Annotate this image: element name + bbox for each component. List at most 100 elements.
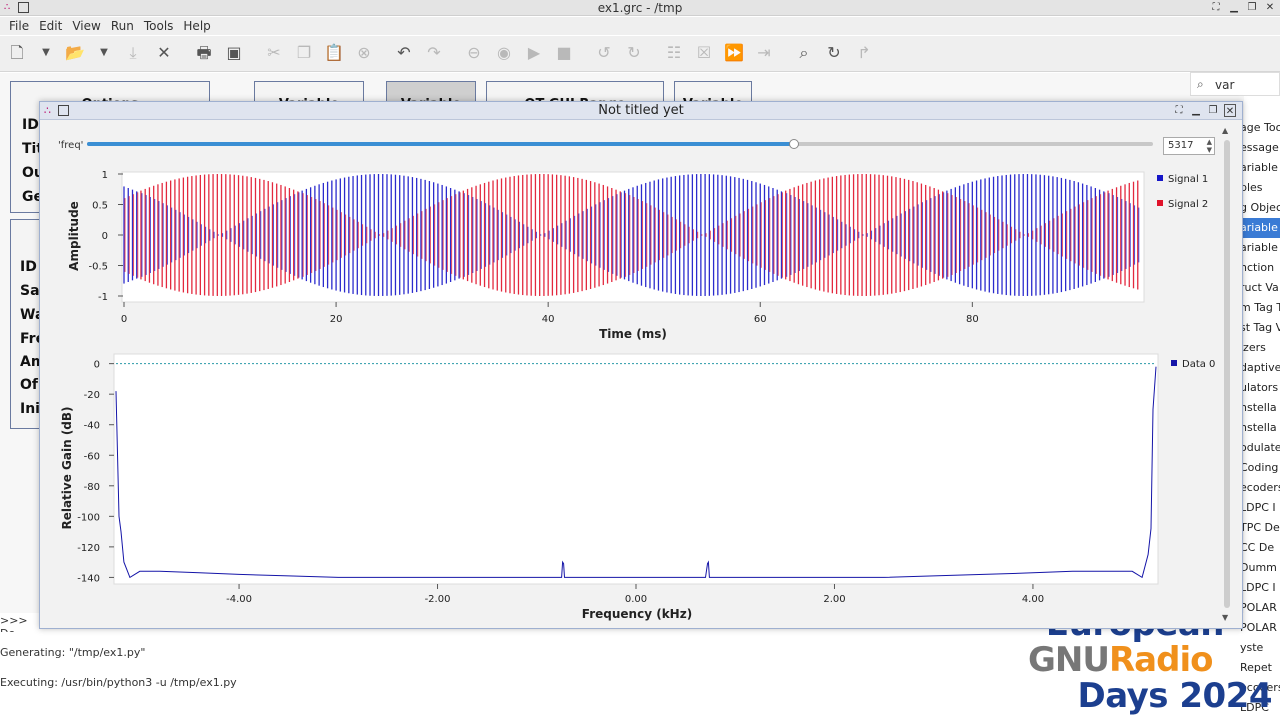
maximize-icon[interactable]: ❐ [1247,2,1257,13]
save-icon[interactable]: ⤓ [129,43,137,62]
block-list-item[interactable]: LDPC I [1240,501,1276,514]
search-value: var [1215,78,1235,92]
block-list-item[interactable]: daptive [1240,361,1280,374]
console-line: Executing: /usr/bin/python3 -u /tmp/ex1.… [0,676,237,689]
block-list-item[interactable]: nction [1240,261,1275,274]
freq-sink-plot[interactable]: 0 -20 -40 -60 -80 -100 -120 -140 -4.00 -2.00 0.00 2… [40,352,1220,622]
menu-help[interactable]: Help [183,19,211,33]
menu-edit[interactable]: Edit [39,19,63,33]
freq-spinbox[interactable]: 5317 ▲ ▼ [1163,137,1215,155]
screenshot-icon[interactable]: ▣ [226,43,242,62]
open-hier-icon[interactable]: ☒ [696,43,712,62]
logo-gnu: GNU [1028,640,1110,680]
block-list-item[interactable]: Coding [1240,461,1279,474]
menu-bar: File Edit View Run Tools Help [0,17,1280,35]
console-prompt[interactable]: >>> Do [0,614,40,640]
close-icon[interactable]: ✕ [157,43,171,62]
minimize-icon[interactable]: ▁ [1192,105,1200,116]
rotate-ccw-icon[interactable]: ↺ [597,43,611,62]
x-tick-label: -4.00 [226,594,252,605]
disable-icon[interactable]: ⊖ [467,43,481,62]
block-list-item[interactable]: ecoders [1240,681,1280,694]
cut-icon[interactable]: ✂ [267,43,281,62]
paste-icon[interactable]: 📋 [324,43,344,62]
block-list-item[interactable]: m Tag T [1240,301,1280,314]
block-list-item[interactable]: odulate [1240,441,1280,454]
fullscreen-icon[interactable]: ⛶ [1175,105,1183,116]
block-list-item[interactable]: LDPC I [1240,581,1276,594]
rotate-cw-icon[interactable]: ↻ [627,43,641,62]
block-list-item[interactable]: st Tag V [1240,321,1280,334]
block-list-item[interactable]: ariable C [1240,241,1280,254]
undo-icon[interactable]: ↶ [397,43,411,62]
find-icon[interactable]: ⌕ [799,43,809,62]
close-window-icon[interactable]: ✕ [1265,2,1275,13]
maximize-icon[interactable]: ❐ [1208,105,1218,116]
block-list-item[interactable]: ariable [1240,218,1280,238]
print-icon[interactable]: 🖶 [196,43,212,62]
back-icon[interactable]: ⇥ [757,43,771,62]
restore-icon[interactable] [58,105,69,116]
errors-icon[interactable]: ↱ [857,43,871,62]
scroll-down-icon[interactable]: ▼ [1222,613,1229,622]
block-list-item[interactable]: ulators [1240,381,1279,394]
block-list-item[interactable]: bles [1240,181,1263,194]
open-icon[interactable]: 📂 [65,43,85,62]
reload-icon[interactable]: ↻ [827,43,841,62]
bypass-icon[interactable]: ◉ [497,43,511,62]
y-tick-label: 1 [102,170,108,181]
scroll-thumb[interactable] [1224,140,1230,608]
block-list-item[interactable]: TPC De [1240,521,1280,534]
block-list-item[interactable]: Repet [1240,661,1272,674]
fullscreen-icon[interactable]: ⛶ [1212,2,1220,13]
slider-handle[interactable] [788,139,799,149]
block-list-item[interactable]: nstella [1240,421,1277,434]
dropdown-icon[interactable]: ▼ [100,47,108,58]
block-list-item[interactable]: age Too [1240,121,1280,134]
copy-icon[interactable]: ❐ [296,43,312,62]
vertical-scrollbar[interactable]: ▲ ▼ [1222,126,1232,622]
toolbar: 🗋 ▼ 📂 ▼ ⤓ ✕ 🖶 ▣ ✂ ❐ 📋 ⊗ ↶ ↷ ⊖ ◉ ▶ ■ ↺ ↻ … [0,36,1280,72]
block-list-item[interactable]: POLAR [1240,621,1277,634]
block-list-item[interactable]: ariable t [1240,161,1280,174]
block-list-item[interactable]: essage [1240,141,1279,154]
spin-arrows-icon[interactable]: ▲ ▼ [1206,138,1212,154]
block-list-item[interactable]: g Objec [1240,201,1280,214]
block-list-item[interactable]: POLAR [1240,601,1277,614]
signal-source-block[interactable] [10,219,42,429]
legend-label: Signal 2 [1168,199,1208,210]
menu-run[interactable]: Run [110,19,134,33]
redo-icon[interactable]: ↷ [427,43,441,62]
menu-view[interactable]: View [72,19,101,33]
run-icon[interactable]: ▶ [527,43,541,62]
block-param-label: Wa [20,307,45,323]
dropdown-icon[interactable]: ▼ [42,47,50,58]
menu-file[interactable]: File [9,19,30,33]
stop-icon[interactable]: ■ [556,43,572,62]
block-search-input[interactable]: ⌕ var [1190,72,1280,96]
block-list-item[interactable]: ruct Va [1240,281,1279,294]
block-list-item[interactable]: Dumm [1240,561,1277,574]
scroll-up-icon[interactable]: ▲ [1222,126,1229,135]
time-sink-plot[interactable]: 1 0.5 0 -0.5 -1 0 20 40 60 80 Time (ms) Amplitude S… [40,160,1220,380]
freq-slider[interactable] [87,139,1153,150]
block-list-item[interactable]: LDPC [1240,701,1269,714]
restore-icon[interactable] [18,2,29,13]
forward-icon[interactable]: ⏩ [724,43,744,62]
qt-title-bar[interactable]: ∴ Not titled yet ⛶ ▁ ❐ ✕ [40,102,1242,120]
qt-gui-window[interactable]: ∴ Not titled yet ⛶ ▁ ❐ ✕ 'freq' 5317 ▲ ▼ … [39,101,1243,629]
x-tick-label: 60 [754,314,767,325]
y-tick-label: -140 [77,573,100,584]
block-list-item[interactable]: yste [1240,641,1264,654]
plot-canvas [113,353,1159,585]
block-list-item[interactable]: ecoders [1240,481,1280,494]
delete-icon[interactable]: ⊗ [357,43,371,62]
menu-tools[interactable]: Tools [143,19,174,33]
block-list-item[interactable]: CC De [1240,541,1275,554]
block-list-item[interactable]: izers [1240,341,1266,354]
minimize-icon[interactable]: ▁ [1230,2,1238,13]
close-window-icon[interactable]: ✕ [1224,104,1236,117]
block-list-item[interactable]: nstella [1240,401,1277,414]
create-hier-icon[interactable]: ☷ [666,43,682,62]
new-icon[interactable]: 🗋 [10,43,24,62]
